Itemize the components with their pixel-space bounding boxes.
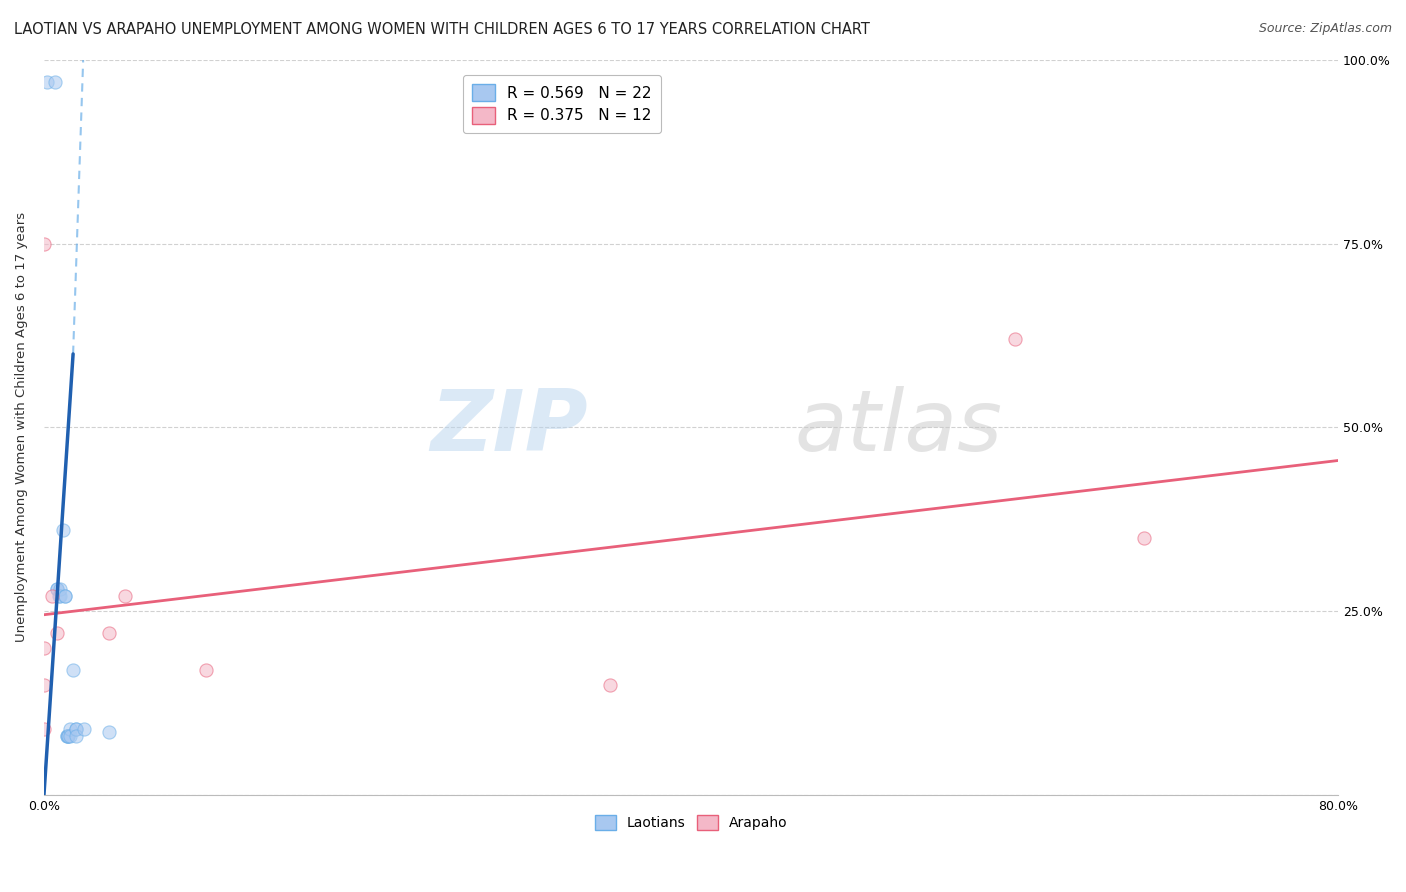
Point [49, 590, 72, 604]
Point [53, 590, 76, 604]
Point [45, 626, 67, 640]
Point [49, 582, 72, 596]
Point [194, 663, 217, 677]
Point [48, 590, 70, 604]
Point [58, 729, 80, 743]
Point [53, 590, 76, 604]
Point [73, 722, 96, 736]
Text: LAOTIAN VS ARAPAHO UNEMPLOYMENT AMONG WOMEN WITH CHILDREN AGES 6 TO 17 YEARS COR: LAOTIAN VS ARAPAHO UNEMPLOYMENT AMONG WO… [14, 22, 870, 37]
Point [114, 590, 136, 604]
Point [52, 523, 75, 537]
Point [65, 729, 87, 743]
Point [65, 722, 87, 736]
Point [32, 677, 55, 691]
Legend: Laotians, Arapaho: Laotians, Arapaho [589, 809, 793, 836]
Point [41, 590, 63, 604]
Point [55, 729, 77, 743]
Point [55, 729, 77, 743]
Point [97, 725, 120, 739]
Text: atlas: atlas [794, 386, 1002, 469]
Point [599, 677, 621, 691]
Point [1133, 531, 1156, 545]
Y-axis label: Unemployment Among Women with Children Ages 6 to 17 years: Unemployment Among Women with Children A… [15, 212, 28, 642]
Point [44, 75, 66, 89]
Point [32, 640, 55, 655]
Point [59, 729, 82, 743]
Point [32, 236, 55, 251]
Point [58, 729, 80, 743]
Text: ZIP: ZIP [430, 386, 588, 469]
Text: Source: ZipAtlas.com: Source: ZipAtlas.com [1258, 22, 1392, 36]
Point [59, 722, 82, 736]
Point [62, 663, 84, 677]
Point [65, 722, 87, 736]
Point [45, 582, 67, 596]
Point [1004, 332, 1026, 346]
Point [45, 582, 67, 596]
Point [37, 75, 59, 89]
Point [32, 722, 55, 736]
Point [97, 626, 120, 640]
